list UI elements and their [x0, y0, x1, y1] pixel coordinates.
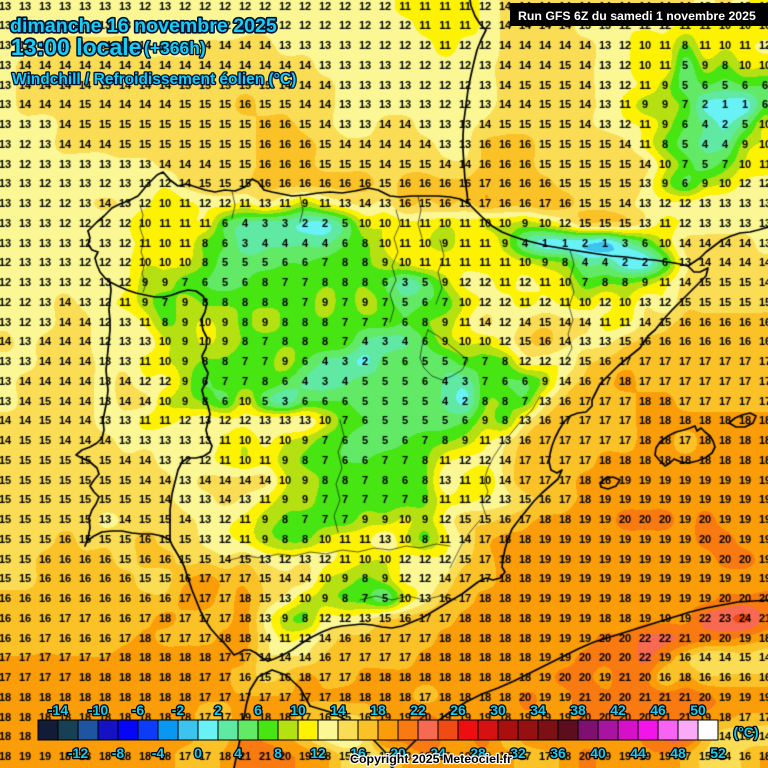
svg-text:10: 10 [290, 702, 306, 718]
svg-text:6: 6 [254, 702, 262, 718]
svg-text:-12: -12 [68, 745, 88, 761]
svg-text:26: 26 [450, 702, 466, 718]
svg-text:32: 32 [510, 745, 526, 761]
svg-text:40: 40 [590, 745, 606, 761]
svg-text:-8: -8 [112, 745, 125, 761]
svg-text:Run GFS 6Z du samedi 1 novembr: Run GFS 6Z du samedi 1 novembre 2025 [518, 9, 756, 23]
svg-text:8: 8 [274, 745, 282, 761]
svg-text:28: 28 [470, 745, 486, 761]
svg-text:22: 22 [410, 702, 426, 718]
svg-text:12: 12 [310, 745, 326, 761]
svg-text:(+366h): (+366h) [144, 38, 206, 58]
svg-text:0: 0 [194, 745, 202, 761]
svg-text:13:00 locale: 13:00 locale [11, 34, 141, 60]
svg-text:14: 14 [330, 702, 346, 718]
svg-text:2: 2 [214, 702, 222, 718]
svg-text:dimanche 16 novembre 2025: dimanche 16 novembre 2025 [10, 15, 277, 37]
svg-text:-10: -10 [88, 702, 108, 718]
svg-text:20: 20 [390, 745, 406, 761]
svg-text:-14: -14 [48, 702, 68, 718]
svg-text:Copyright 2025 Meteociel.fr: Copyright 2025 Meteociel.fr [350, 752, 512, 766]
svg-text:30: 30 [490, 702, 506, 718]
svg-text:4: 4 [234, 745, 242, 761]
svg-text:24: 24 [430, 745, 446, 761]
svg-text:46: 46 [650, 702, 666, 718]
svg-text:(°C): (°C) [733, 724, 758, 740]
svg-text:48: 48 [670, 745, 686, 761]
svg-text:16: 16 [350, 745, 366, 761]
svg-text:-2: -2 [172, 702, 185, 718]
svg-text:-4: -4 [152, 745, 165, 761]
svg-text:50: 50 [690, 702, 706, 718]
svg-text:Windchill / Refroidissement éo: Windchill / Refroidissement éolien (°C) [12, 71, 296, 88]
svg-text:42: 42 [610, 702, 626, 718]
svg-text:-6: -6 [132, 702, 145, 718]
svg-text:44: 44 [630, 745, 646, 761]
svg-text:52: 52 [710, 745, 726, 761]
svg-text:34: 34 [530, 702, 546, 718]
svg-text:36: 36 [550, 745, 566, 761]
svg-text:18: 18 [370, 702, 386, 718]
svg-text:38: 38 [570, 702, 586, 718]
